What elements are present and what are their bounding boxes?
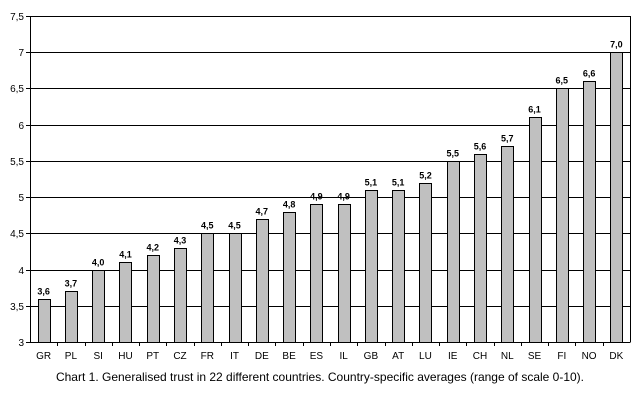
x-tick-label-SE: SE	[528, 351, 542, 362]
bar-PT	[147, 255, 160, 343]
y-tick-labels: 3 3,5 4 4,5 5 5,5 6 6,5 7 7,5	[10, 12, 24, 349]
data-label-NL: 5,7	[501, 134, 514, 144]
data-label-PL: 3,7	[65, 279, 78, 289]
x-tick-label-PT: PT	[146, 351, 159, 362]
y-tick-label: 7	[18, 48, 24, 59]
x-tick-label-NL: NL	[501, 351, 514, 362]
x-tick-label-AT: AT	[392, 351, 404, 362]
bar-IT	[229, 233, 242, 343]
x-tick-label-CZ: CZ	[173, 351, 186, 362]
bar-chart: 3 3,5 4 4,5 5 5,5 6 6,5 7 7,5 GR PL SI HU PT CZ FR IT DE B…	[10, 12, 631, 362]
bar-GR	[38, 299, 51, 343]
x-tick-labels: GR PL SI HU PT CZ FR IT DE BE ES IL GB AT LU IE CH NL SE FI…	[36, 351, 623, 362]
bar-DE	[256, 219, 269, 343]
data-label-BE: 4,8	[283, 200, 296, 210]
axes	[26, 16, 631, 346]
data-label-DE: 4,7	[256, 207, 269, 217]
x-tick-label-SI: SI	[93, 351, 102, 362]
y-tick-label: 5,5	[10, 157, 24, 168]
bar-PL	[65, 291, 78, 343]
x-tick-label-FI: FI	[557, 351, 566, 362]
bar-AT	[392, 190, 405, 343]
bar-CH	[474, 154, 487, 343]
bar-BE	[283, 212, 296, 343]
y-tick-label: 4	[18, 266, 24, 277]
data-label-NO: 6,6	[583, 69, 596, 79]
data-label-GR: 3,6	[37, 287, 50, 297]
x-tick-label-NO: NO	[582, 351, 597, 362]
data-label-AT: 5,1	[392, 178, 405, 188]
bar-LU	[419, 183, 432, 343]
data-label-CH: 5,6	[474, 142, 487, 152]
x-tick-label-BE: BE	[282, 351, 296, 362]
bars	[38, 52, 623, 343]
bar-SI	[92, 270, 105, 343]
x-tick-label-IE: IE	[448, 351, 458, 362]
data-label-SE: 6,1	[528, 105, 541, 115]
data-label-HU: 4,1	[119, 250, 132, 260]
x-tick-label-IT: IT	[230, 351, 239, 362]
bar-GB	[365, 190, 378, 343]
bar-IL	[338, 204, 351, 343]
x-tick-label-HU: HU	[118, 351, 132, 362]
x-tick-label-GB: GB	[364, 351, 379, 362]
data-label-CZ: 4,3	[174, 236, 187, 246]
x-tick-label-DK: DK	[609, 351, 623, 362]
data-labels: 3,6 3,7 4,0 4,1 4,2 4,3 4,5 4,5 4,7 4,8 4,9 4,9 5,1 5…	[37, 40, 622, 297]
bar-SE	[529, 117, 542, 343]
x-tick-label-FR: FR	[201, 351, 214, 362]
bar-ES	[310, 204, 323, 343]
x-tick-label-PL: PL	[65, 351, 78, 362]
data-label-SI: 4,0	[92, 258, 105, 268]
data-label-PT: 4,2	[146, 243, 159, 253]
bar-NO	[583, 81, 596, 343]
y-tick-label: 4,5	[10, 229, 24, 240]
bar-IE	[447, 161, 460, 343]
bar-DK	[610, 52, 623, 343]
y-tick-label: 6,5	[10, 84, 24, 95]
y-tick-label: 3,5	[10, 302, 24, 313]
x-tick-label-GR: GR	[36, 351, 51, 362]
data-label-DK: 7,0	[610, 40, 623, 50]
data-label-FR: 4,5	[201, 221, 214, 231]
y-tick-label: 6	[18, 121, 24, 132]
data-label-GB: 5,1	[365, 178, 378, 188]
bar-NL	[501, 146, 514, 343]
data-label-ES: 4,9	[310, 192, 323, 202]
bar-FI	[556, 88, 569, 343]
chart-caption: Chart 1. Generalised trust in 22 differe…	[55, 370, 585, 384]
data-label-IL: 4,9	[337, 192, 350, 202]
x-tick-label-CH: CH	[473, 351, 487, 362]
bar-HU	[119, 262, 132, 343]
data-label-FI: 6,5	[556, 76, 569, 86]
data-label-IT: 4,5	[228, 221, 241, 231]
data-label-IE: 5,5	[446, 149, 459, 159]
x-tick-label-ES: ES	[310, 351, 324, 362]
y-tick-label: 7,5	[10, 12, 24, 23]
x-tick-label-DE: DE	[255, 351, 269, 362]
x-tick-label-IL: IL	[339, 351, 348, 362]
bar-CZ	[174, 248, 187, 343]
data-label-LU: 5,2	[419, 171, 432, 181]
bar-FR	[201, 233, 214, 343]
x-tick-label-LU: LU	[419, 351, 432, 362]
y-tick-label: 3	[18, 338, 24, 349]
y-tick-label: 5	[18, 193, 24, 204]
